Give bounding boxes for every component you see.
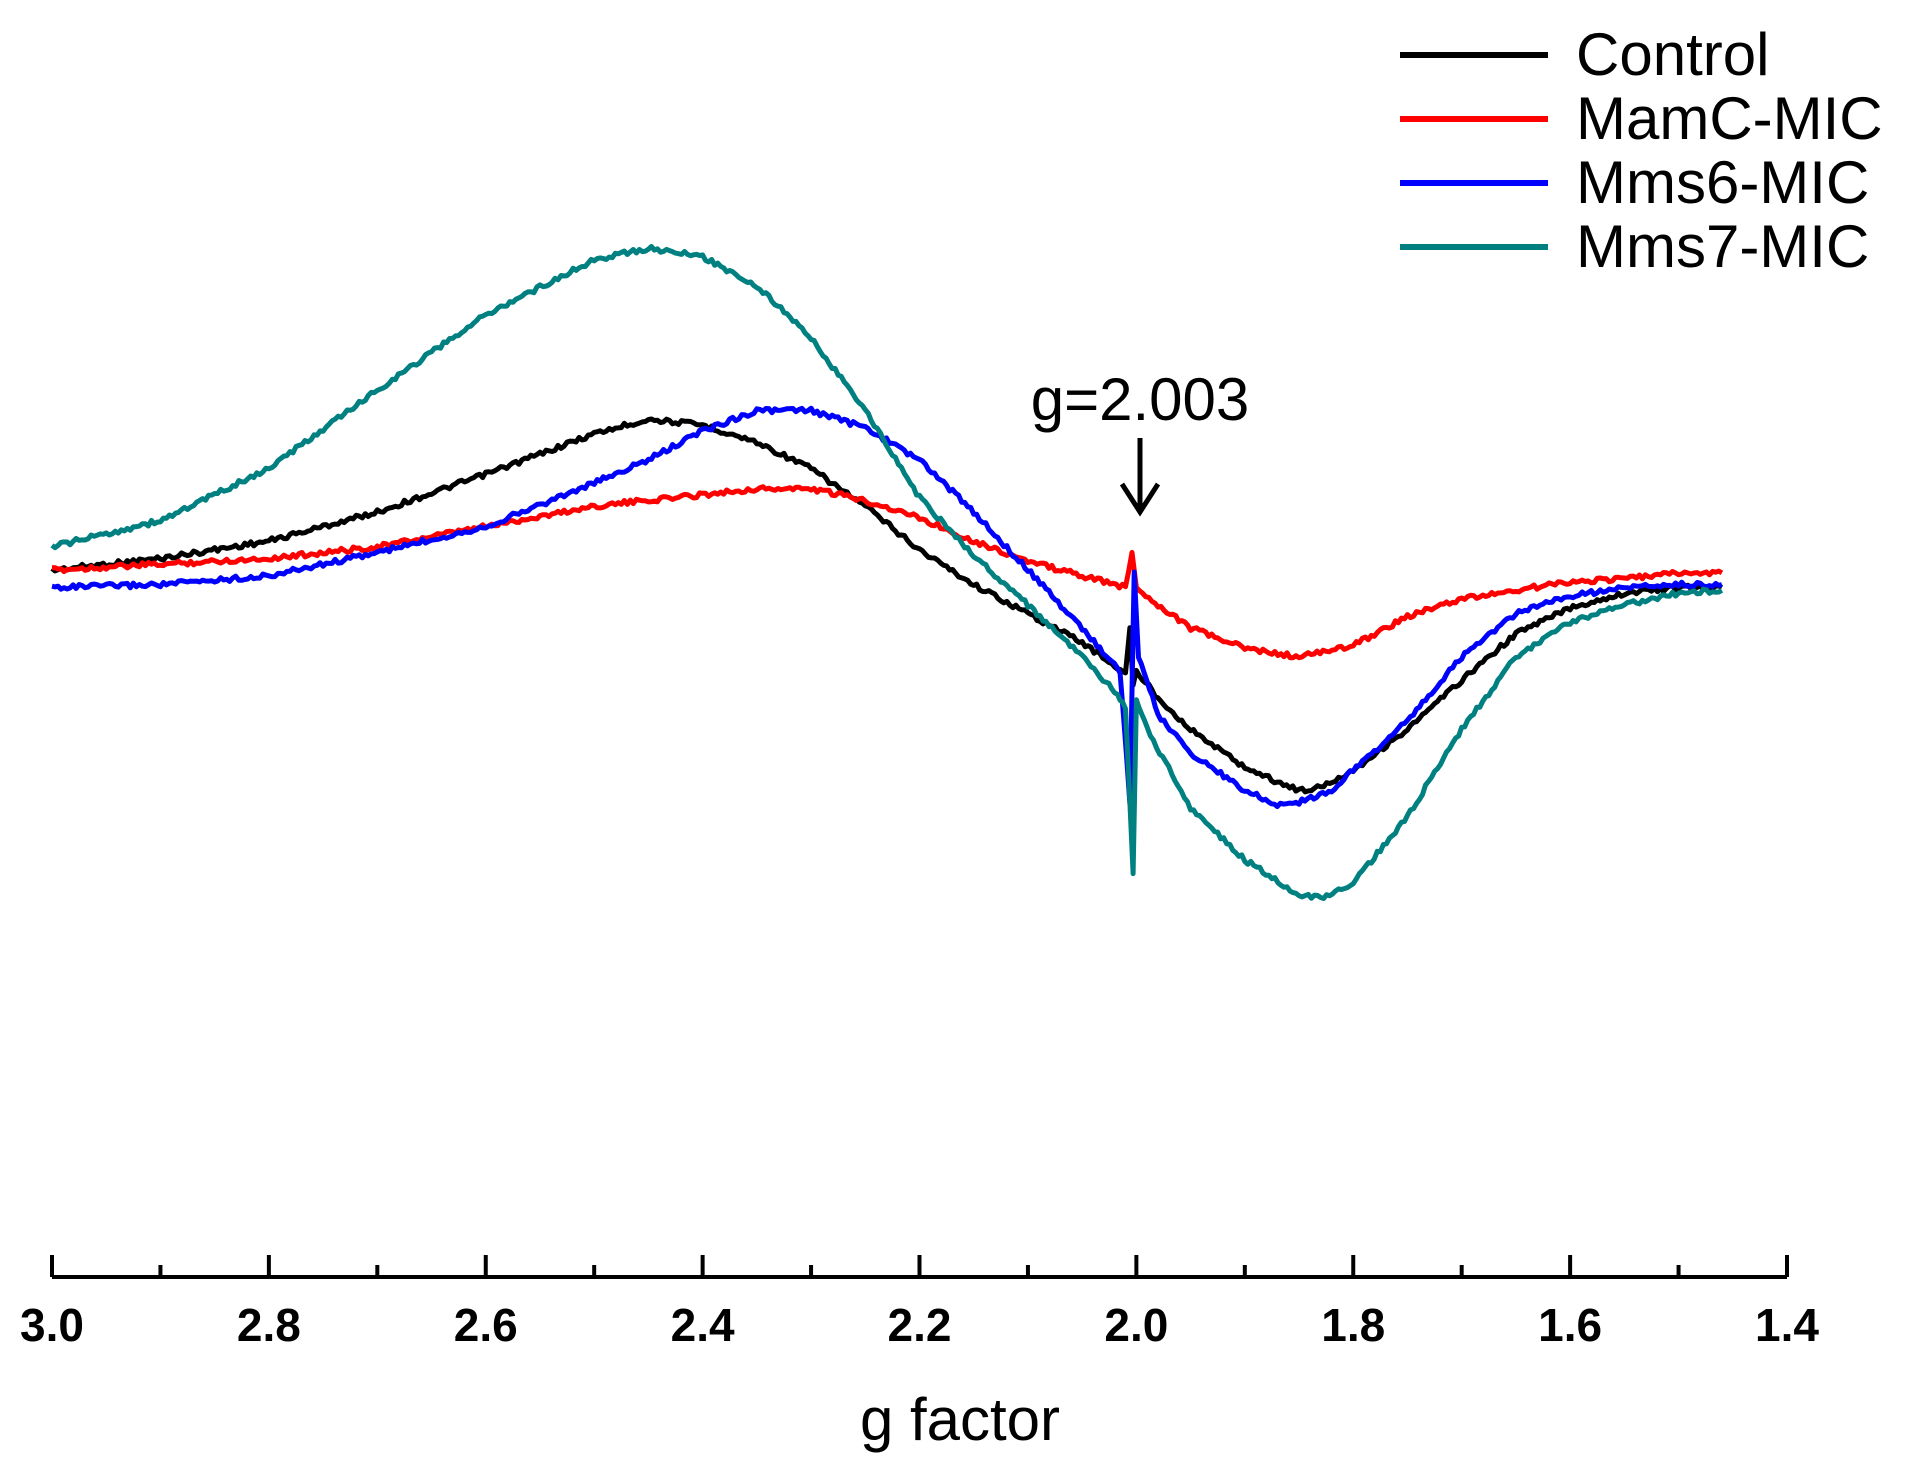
- x-tick-label: 2.6: [454, 1299, 518, 1351]
- annotation-label: g=2.003: [1031, 366, 1250, 433]
- legend-label-mamc-mic: MamC-MIC: [1576, 85, 1883, 152]
- legend-label-control: Control: [1576, 21, 1769, 88]
- annotation-arrow-head: [1119, 482, 1161, 517]
- x-tick-label: 2.0: [1104, 1299, 1168, 1351]
- x-tick-label: 2.4: [671, 1299, 735, 1351]
- x-tick-label: 2.2: [888, 1299, 952, 1351]
- x-tick-label: 1.8: [1321, 1299, 1385, 1351]
- x-axis: 3.0 2.8 2.6 2.4 2.2 2.0 1.8 1.6 1.4: [20, 1255, 1819, 1351]
- series-line-mms7-mic: [50, 244, 1724, 901]
- series-line-mamc-mic: [51, 484, 1724, 661]
- x-tick-label: 1.4: [1755, 1299, 1819, 1351]
- legend-label-mms7-mic: Mms7-MIC: [1576, 213, 1869, 280]
- x-tick-label: 1.6: [1538, 1299, 1602, 1351]
- x-axis-title: g factor: [860, 1386, 1060, 1453]
- series-line-mms6-mic: [51, 405, 1723, 809]
- x-tick-label: 2.8: [237, 1299, 301, 1351]
- annotation: g=2.003: [1031, 366, 1250, 517]
- legend-label-mms6-mic: Mms6-MIC: [1576, 149, 1869, 216]
- plot-lines: [50, 244, 1724, 901]
- x-tick-label: 3.0: [20, 1299, 84, 1351]
- series-line-control: [50, 416, 1723, 795]
